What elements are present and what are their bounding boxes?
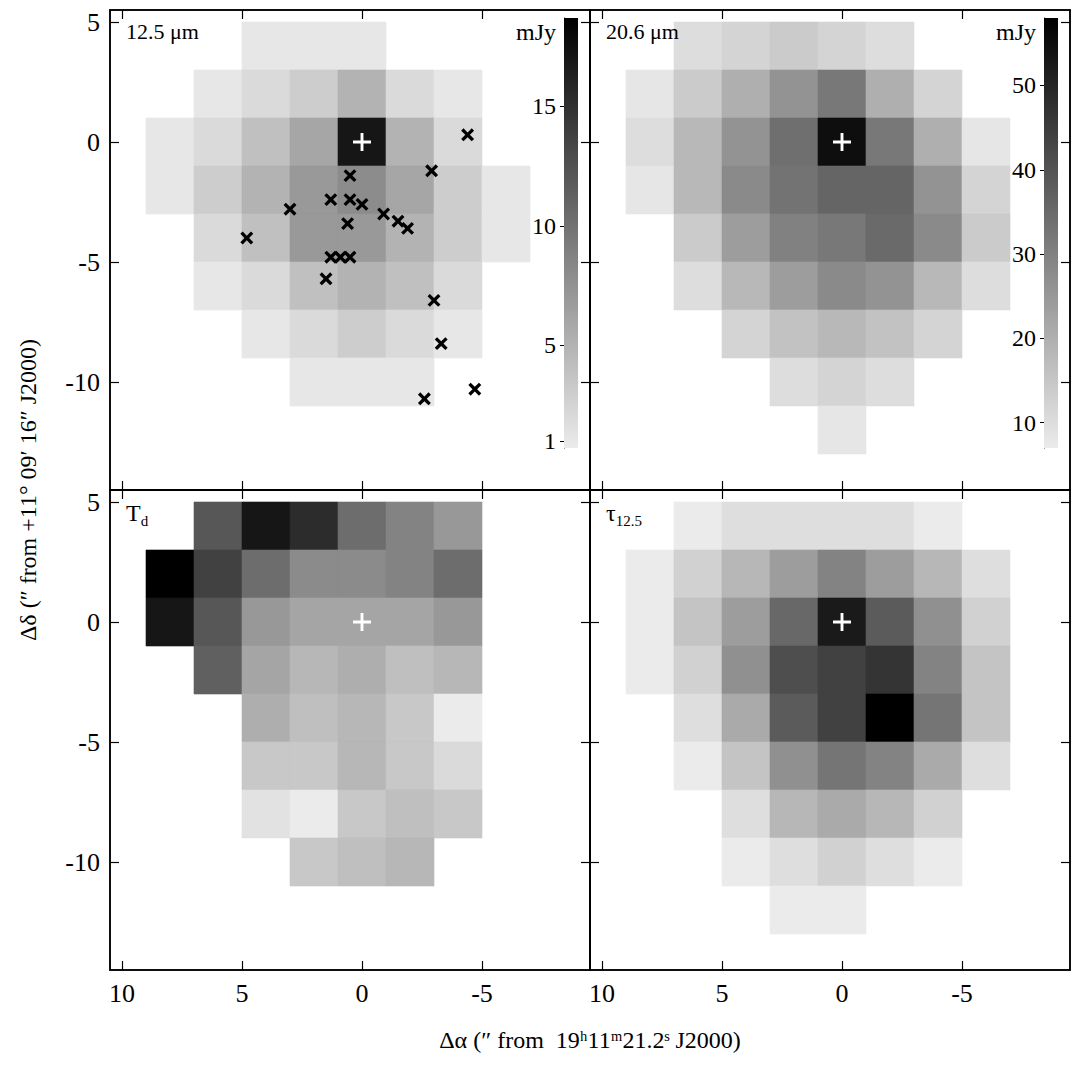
svg-text:12.5 μm: 12.5 μm — [126, 19, 199, 44]
svg-text:T: T — [126, 500, 141, 526]
svg-text:1: 1 — [544, 428, 556, 454]
svg-text:30: 30 — [1012, 241, 1036, 267]
svg-text:0: 0 — [87, 608, 100, 637]
svg-text:20: 20 — [1012, 325, 1036, 351]
svg-text:0: 0 — [87, 128, 100, 157]
svg-text:5: 5 — [236, 979, 249, 1008]
svg-text:-10: -10 — [65, 368, 100, 397]
svg-text:τ: τ — [606, 500, 616, 526]
svg-text:50: 50 — [1012, 72, 1036, 98]
svg-text:Δα (″ from 19ʰ11ᵐ21.2ˢ J2000): Δα (″ from 19ʰ11ᵐ21.2ˢ J2000) — [439, 1027, 741, 1053]
svg-text:5: 5 — [87, 8, 100, 37]
svg-text:10: 10 — [589, 979, 615, 1008]
svg-text:-5: -5 — [78, 728, 100, 757]
svg-text:10: 10 — [532, 213, 556, 239]
svg-text:40: 40 — [1012, 157, 1036, 183]
svg-text:15: 15 — [532, 93, 556, 119]
svg-text:-5: -5 — [951, 979, 973, 1008]
svg-text:-5: -5 — [471, 979, 493, 1008]
svg-text:-5: -5 — [78, 248, 100, 277]
svg-text:20.6 μm: 20.6 μm — [606, 19, 679, 44]
svg-text:Δδ (″ from +11° 09′ 16″ J2000): Δδ (″ from +11° 09′ 16″ J2000) — [15, 339, 41, 641]
svg-text:mJy: mJy — [516, 19, 556, 45]
svg-text:0: 0 — [836, 979, 849, 1008]
svg-text:d: d — [141, 513, 149, 529]
svg-text:10: 10 — [1012, 410, 1036, 436]
svg-text:0: 0 — [356, 979, 369, 1008]
svg-text:12.5: 12.5 — [616, 513, 642, 529]
svg-text:mJy: mJy — [996, 19, 1036, 45]
svg-text:10: 10 — [109, 979, 135, 1008]
svg-text:5: 5 — [87, 488, 100, 517]
svg-text:5: 5 — [544, 332, 556, 358]
svg-text:-10: -10 — [65, 848, 100, 877]
svg-text:5: 5 — [716, 979, 729, 1008]
